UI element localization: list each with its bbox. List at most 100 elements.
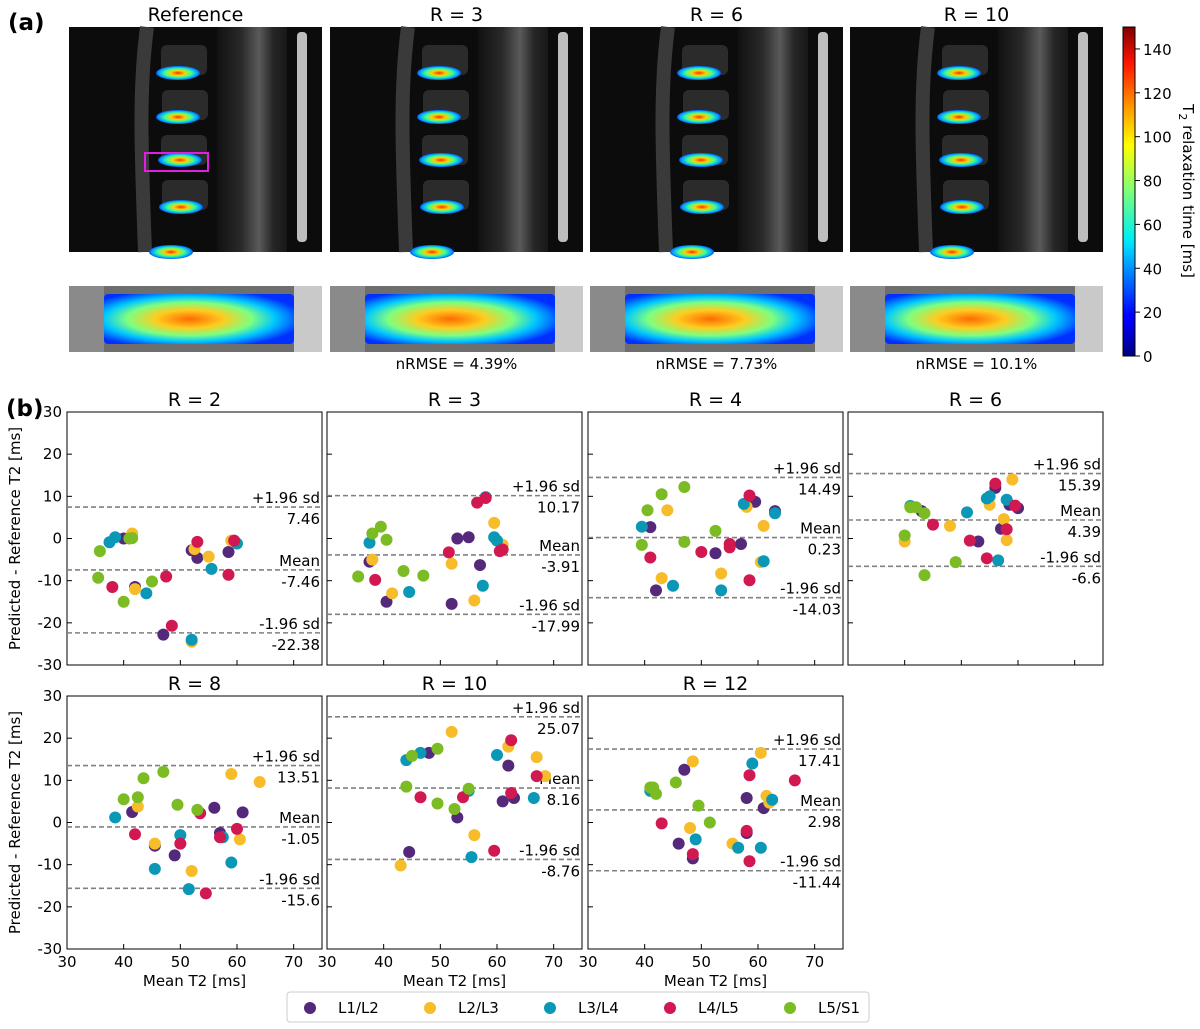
data-point — [131, 800, 144, 813]
legend-marker — [544, 1002, 556, 1014]
upper-label: +1.96 sd — [773, 459, 841, 477]
data-point — [527, 792, 540, 805]
data-point — [202, 550, 215, 563]
data-point — [655, 572, 668, 585]
data-point — [757, 555, 770, 568]
data-point — [366, 527, 379, 540]
mri-image-2 — [590, 26, 843, 259]
data-point — [191, 803, 204, 816]
data-point — [757, 519, 770, 532]
disc-t2-map — [937, 66, 981, 80]
upper-value: 17.41 — [798, 752, 841, 770]
upper-value: 25.07 — [537, 720, 580, 738]
data-point — [386, 587, 399, 600]
data-point — [493, 545, 506, 558]
x-tick-label: 40 — [635, 953, 654, 971]
data-point — [686, 848, 699, 861]
y-tick-label: 30 — [43, 403, 62, 421]
x-tick-label: 70 — [805, 953, 824, 971]
data-point — [502, 759, 515, 772]
data-point — [980, 552, 993, 565]
y-tick-label: 20 — [43, 445, 62, 463]
part-a-images: Reference R = 3 nRMSE = 4.39% R = 6 nRMSE = … — [69, 4, 1103, 373]
lower-value: -14.03 — [793, 601, 841, 619]
data-point — [644, 551, 657, 564]
data-point — [715, 567, 728, 580]
plot-frame — [66, 695, 323, 950]
data-point — [171, 798, 184, 811]
x-tick-label: 30 — [317, 953, 336, 971]
mean-value: 8.16 — [547, 791, 580, 809]
upper-label: +1.96 sd — [773, 731, 841, 749]
roi-box — [144, 152, 209, 172]
colorbar-label: T2 relaxation time [ms] — [1176, 103, 1197, 278]
disc-t2-map — [940, 200, 984, 214]
disc-t2-map — [159, 200, 203, 214]
colorbar: 0 20 40 60 80 100 120 140 T2 relaxation time [m… — [1122, 26, 1197, 366]
data-point — [225, 768, 238, 781]
data-point — [225, 856, 238, 869]
data-point — [754, 746, 767, 759]
data-point — [374, 520, 387, 533]
zoom-image-2 — [590, 286, 843, 352]
data-point — [140, 587, 153, 600]
data-point — [635, 538, 648, 551]
y-axis-label: Predicted - Reference T2 [ms] — [6, 427, 24, 650]
mri-image-0 — [69, 26, 322, 259]
data-point — [505, 786, 518, 799]
vertebra-shadow — [395, 26, 415, 253]
data-point — [910, 501, 922, 514]
x-tick-label: 70 — [284, 953, 303, 971]
vertebra-shadow — [915, 26, 935, 253]
data-point — [414, 791, 427, 804]
data-point — [961, 506, 973, 519]
x-tick-label: 30 — [57, 953, 76, 971]
data-point — [462, 782, 475, 795]
colorbar-tick-label: 40 — [1143, 260, 1162, 278]
data-point — [689, 833, 702, 846]
nrmse-label-2: nRMSE = 7.73% — [656, 355, 778, 373]
data-point — [635, 520, 648, 533]
data-point — [530, 770, 543, 783]
legend-label: L4/L5 — [698, 999, 739, 1017]
data-point — [474, 559, 486, 572]
data-point — [363, 536, 376, 549]
lower-label: -1.96 sd — [780, 580, 841, 598]
lower-value: -6.6 — [1072, 569, 1101, 587]
x-tick-label: 60 — [227, 953, 246, 971]
data-point — [369, 573, 382, 586]
x-tick-label: 70 — [544, 953, 563, 971]
data-point — [743, 855, 756, 868]
panel-label-a: (a) — [8, 10, 45, 36]
image-title-3: R = 10 — [944, 4, 1009, 26]
image-title-2: R = 6 — [690, 4, 743, 26]
mean-value: -1.05 — [281, 830, 320, 848]
disc-t2-map — [156, 110, 200, 124]
skin-band — [1078, 32, 1088, 242]
data-point — [148, 862, 161, 875]
data-point — [491, 749, 503, 762]
legend-label: L1/L2 — [338, 999, 379, 1017]
upper-label: +1.96 sd — [1033, 456, 1101, 474]
data-point — [93, 545, 106, 558]
data-point — [743, 769, 756, 782]
panel-label-b: (b) — [6, 396, 44, 422]
skin-band — [558, 32, 568, 242]
mean-value: 0.23 — [808, 541, 841, 559]
data-point — [148, 837, 161, 850]
colorbar-tick-label: 20 — [1143, 304, 1162, 322]
y-tick-label: -10 — [38, 572, 63, 590]
lower-value: -15.6 — [281, 891, 320, 909]
zoom-image-0 — [69, 286, 322, 352]
mri-image-3 — [850, 26, 1103, 259]
spinal-canal — [217, 27, 287, 252]
mean-value: 2.98 — [808, 813, 841, 831]
colorbar-ticks: 0 20 40 60 80 100 120 140 — [1135, 41, 1172, 366]
data-point — [476, 579, 489, 592]
disc-t2-map — [680, 200, 724, 214]
skin-band — [297, 32, 307, 242]
data-point — [496, 795, 509, 808]
x-tick-label: 60 — [748, 953, 767, 971]
data-point — [448, 803, 461, 816]
